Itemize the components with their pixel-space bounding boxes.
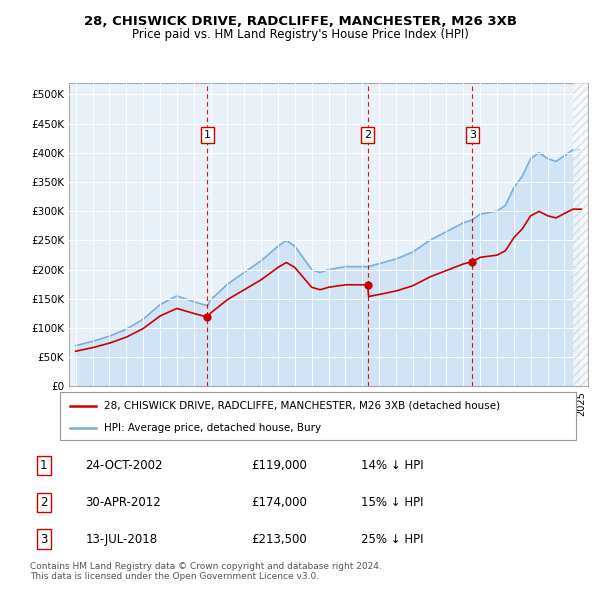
Text: 3: 3 <box>469 130 476 140</box>
Text: £174,000: £174,000 <box>251 496 307 509</box>
Text: Contains HM Land Registry data © Crown copyright and database right 2024.: Contains HM Land Registry data © Crown c… <box>30 562 382 571</box>
Text: 1: 1 <box>40 459 47 472</box>
Text: 30-APR-2012: 30-APR-2012 <box>85 496 161 509</box>
Text: 28, CHISWICK DRIVE, RADCLIFFE, MANCHESTER, M26 3XB (detached house): 28, CHISWICK DRIVE, RADCLIFFE, MANCHESTE… <box>104 401 500 411</box>
Text: £119,000: £119,000 <box>251 459 307 472</box>
Text: Price paid vs. HM Land Registry's House Price Index (HPI): Price paid vs. HM Land Registry's House … <box>131 28 469 41</box>
Text: This data is licensed under the Open Government Licence v3.0.: This data is licensed under the Open Gov… <box>30 572 319 581</box>
Text: 3: 3 <box>40 533 47 546</box>
Text: 2: 2 <box>364 130 371 140</box>
Text: 24-OCT-2002: 24-OCT-2002 <box>85 459 163 472</box>
Text: 1: 1 <box>204 130 211 140</box>
Text: 13-JUL-2018: 13-JUL-2018 <box>85 533 157 546</box>
Text: 15% ↓ HPI: 15% ↓ HPI <box>361 496 424 509</box>
Text: 2: 2 <box>40 496 47 509</box>
Text: 14% ↓ HPI: 14% ↓ HPI <box>361 459 424 472</box>
Text: 28, CHISWICK DRIVE, RADCLIFFE, MANCHESTER, M26 3XB: 28, CHISWICK DRIVE, RADCLIFFE, MANCHESTE… <box>83 15 517 28</box>
Text: £213,500: £213,500 <box>251 533 307 546</box>
Text: HPI: Average price, detached house, Bury: HPI: Average price, detached house, Bury <box>104 423 321 432</box>
Text: 25% ↓ HPI: 25% ↓ HPI <box>361 533 424 546</box>
